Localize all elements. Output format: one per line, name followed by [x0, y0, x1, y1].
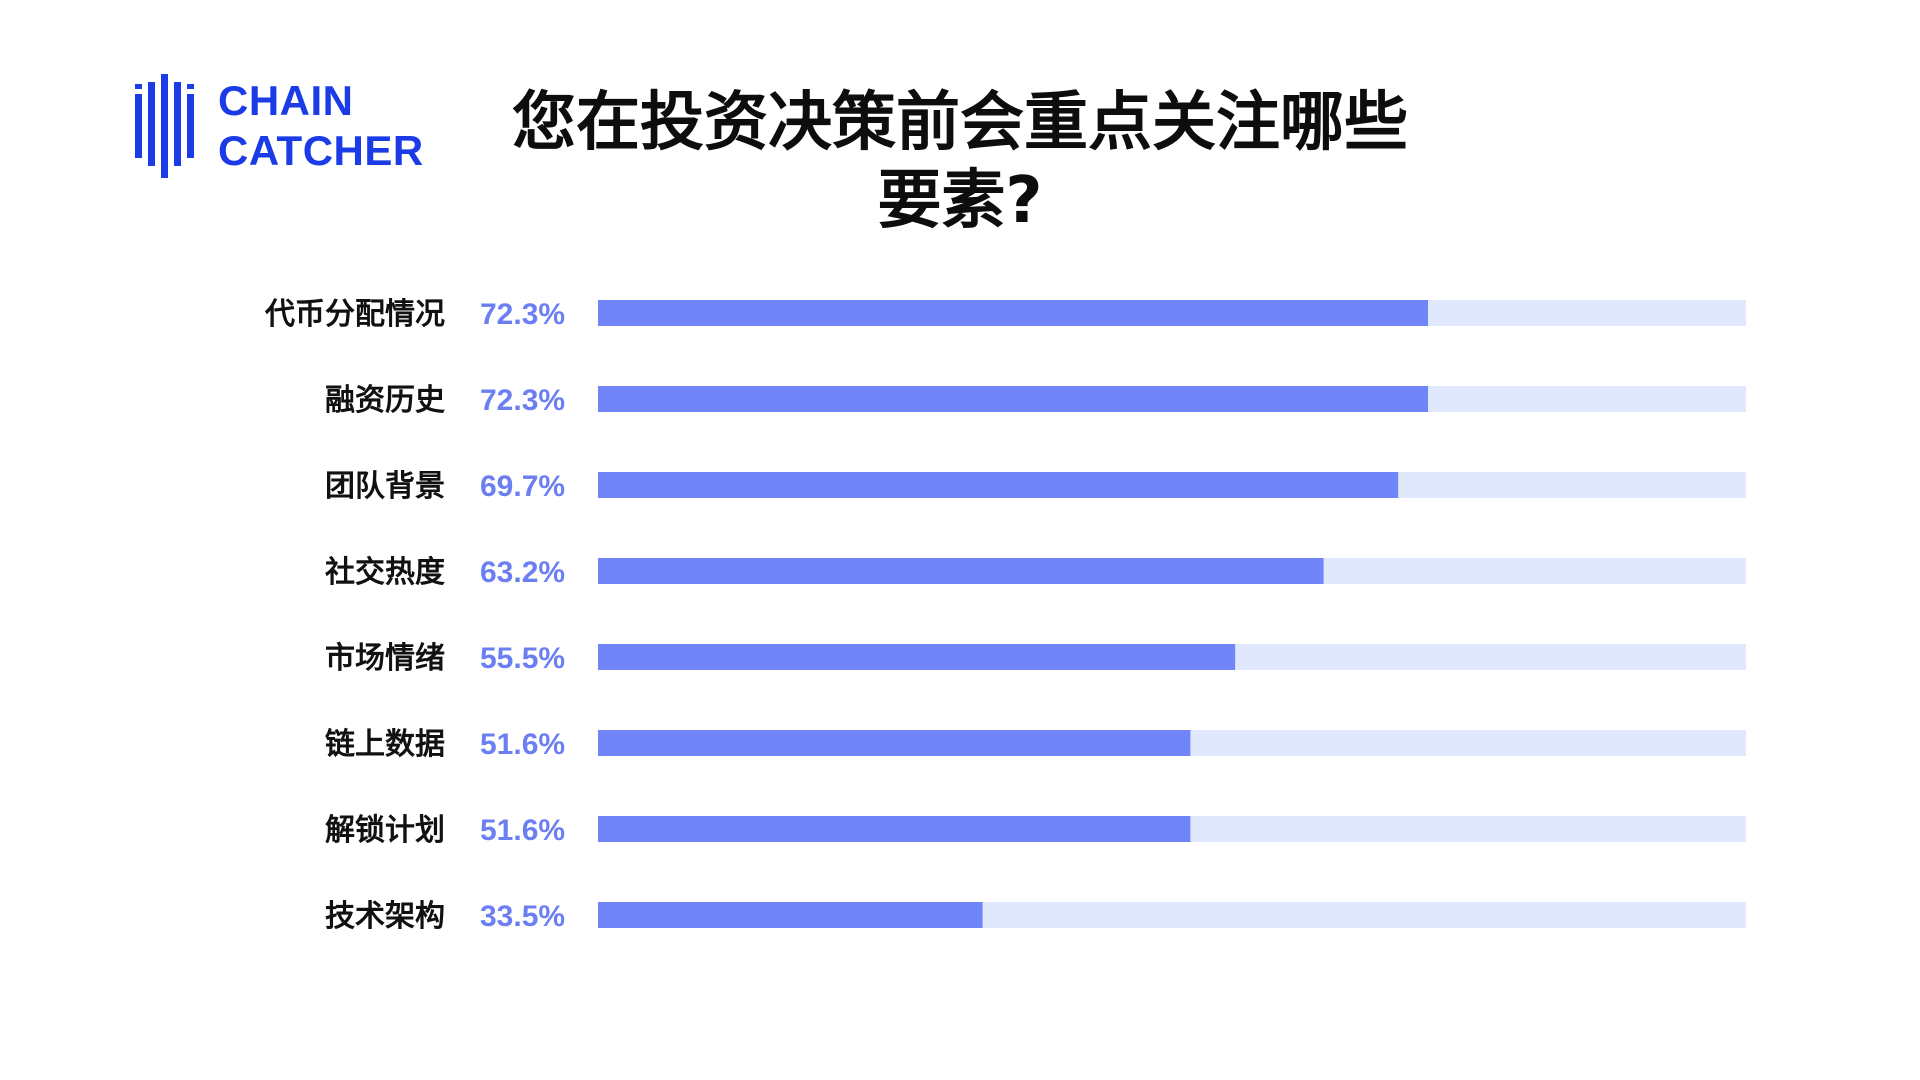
- category-label: 团队背景: [325, 469, 445, 504]
- category-label: 融资历史: [325, 383, 445, 418]
- value-label: 72.3%: [480, 384, 565, 417]
- bar: [598, 902, 983, 928]
- category-label: 市场情绪: [325, 641, 445, 676]
- chaincatcher-logo: CHAIN CATCHER: [134, 74, 454, 178]
- value-label: 69.7%: [480, 470, 565, 503]
- chart-title: 您在投资决策前会重点关注哪些 要素?: [500, 84, 1420, 240]
- bar: [598, 300, 1429, 326]
- logo-line-2: CATCHER: [218, 127, 424, 174]
- category-label: 链上数据: [325, 727, 445, 762]
- chaincatcher-logo-mark-icon: [135, 74, 194, 178]
- chart-title-line-1: 您在投资决策前会重点关注哪些: [512, 86, 1408, 160]
- category-label: 代币分配情况: [264, 297, 445, 332]
- category-label: 解锁计划: [325, 813, 445, 848]
- bar: [598, 472, 1399, 498]
- bar: [598, 558, 1324, 584]
- value-label: 51.6%: [480, 814, 565, 847]
- bar: [598, 644, 1236, 670]
- category-label: 社交热度: [325, 555, 445, 590]
- value-label: 33.5%: [480, 900, 565, 933]
- bar: [598, 730, 1191, 756]
- value-label: 51.6%: [480, 728, 565, 761]
- chart-title-line-2: 要素?: [877, 164, 1043, 238]
- value-label: 63.2%: [480, 556, 565, 589]
- logo-line-1: CHAIN: [218, 77, 354, 124]
- bar: [598, 816, 1191, 842]
- value-label: 55.5%: [480, 642, 565, 675]
- bar: [598, 386, 1429, 412]
- category-label: 技术架构: [325, 899, 445, 934]
- logo-wordmark: CHAIN CATCHER: [218, 76, 424, 176]
- value-label: 72.3%: [480, 298, 565, 331]
